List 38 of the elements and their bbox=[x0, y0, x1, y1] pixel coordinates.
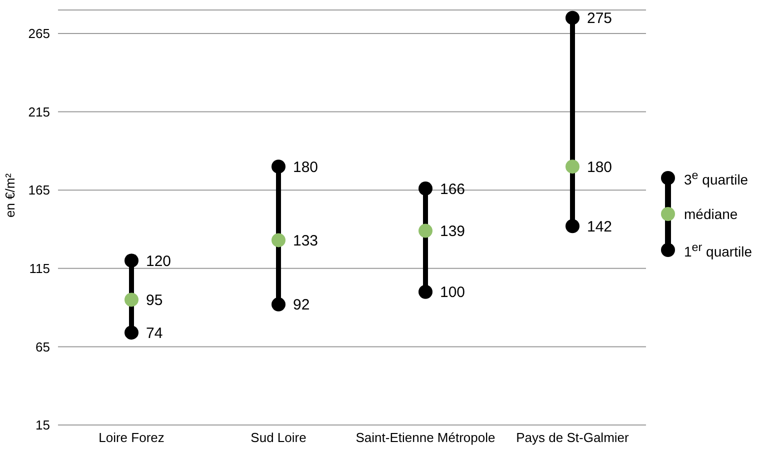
data-label: 275 bbox=[587, 10, 612, 28]
y-tick-label: 265 bbox=[28, 26, 50, 42]
x-tick-label: Saint-Etienne Métropole bbox=[356, 430, 496, 446]
data-label: 139 bbox=[440, 223, 466, 240]
y-tick-label: 115 bbox=[29, 261, 50, 276]
data-label: 142 bbox=[587, 218, 612, 236]
data-label: 133 bbox=[293, 232, 318, 250]
point bbox=[566, 219, 580, 234]
y-tick-label: 215 bbox=[28, 104, 50, 120]
x-tick-label: Loire Forez bbox=[98, 430, 164, 446]
y-axis-title: en €/m² bbox=[2, 172, 18, 218]
point bbox=[272, 297, 286, 312]
data-label: 180 bbox=[587, 158, 612, 176]
point bbox=[418, 284, 432, 299]
point bbox=[272, 160, 286, 174]
legend-label: 1$^{er}$ quartile bbox=[684, 240, 752, 260]
point bbox=[566, 160, 580, 174]
data-label: 166 bbox=[440, 180, 466, 198]
data-label: 95 bbox=[146, 292, 163, 310]
y-tick-label: 65 bbox=[36, 339, 50, 354]
data-label: 74 bbox=[146, 324, 163, 342]
point bbox=[566, 10, 580, 25]
point bbox=[418, 182, 432, 196]
data-label: 180 bbox=[293, 158, 318, 176]
point bbox=[272, 233, 286, 248]
data-label: 100 bbox=[440, 284, 466, 302]
y-tick-label: 15 bbox=[36, 418, 50, 433]
point bbox=[124, 326, 138, 340]
data-label: 92 bbox=[293, 296, 310, 314]
x-tick-label: Pays de St-Galmier bbox=[516, 430, 630, 446]
point bbox=[418, 224, 432, 238]
point bbox=[124, 292, 138, 307]
data-label: 120 bbox=[146, 252, 172, 270]
legend-label: médiane bbox=[684, 206, 738, 222]
point bbox=[124, 254, 138, 268]
x-tick-label: Sud Loire bbox=[250, 430, 306, 446]
legend-label: 3$^{e}$ quartile bbox=[684, 168, 748, 188]
y-tick-label: 165 bbox=[28, 182, 50, 198]
